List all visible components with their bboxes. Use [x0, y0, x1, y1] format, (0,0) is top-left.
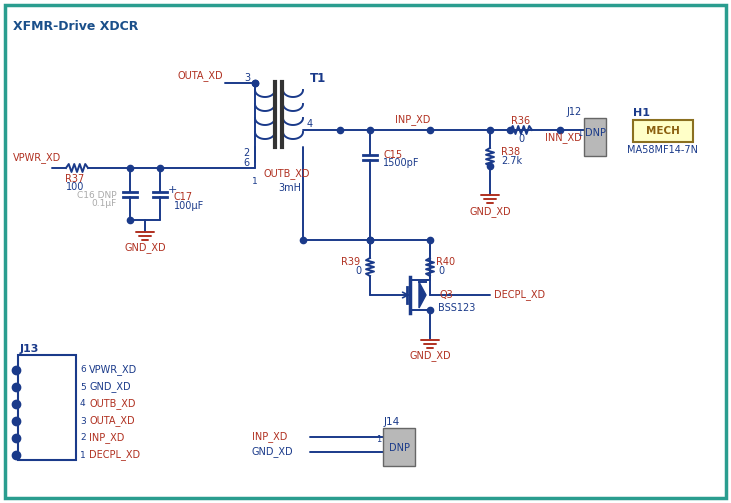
Text: 2: 2: [243, 148, 250, 158]
Text: DECPL_XD: DECPL_XD: [494, 290, 545, 300]
Text: OUTB_XD: OUTB_XD: [89, 398, 135, 409]
Text: GND_XD: GND_XD: [409, 351, 451, 362]
Text: 0.1µF: 0.1µF: [92, 200, 117, 209]
Text: 1: 1: [252, 177, 258, 186]
Text: R37: R37: [65, 174, 85, 184]
Text: INP_XD: INP_XD: [395, 115, 431, 125]
Text: 6: 6: [244, 158, 250, 168]
Text: 0: 0: [518, 134, 524, 144]
Text: 1500pF: 1500pF: [383, 158, 420, 168]
Text: GND_XD: GND_XD: [252, 447, 294, 457]
Text: DNP: DNP: [388, 443, 409, 453]
Text: 0: 0: [356, 266, 362, 276]
Text: 3: 3: [244, 73, 250, 83]
Text: 6: 6: [80, 366, 86, 375]
Text: GND_XD: GND_XD: [124, 242, 166, 254]
Bar: [633, 120, 693, 142]
Text: R39: R39: [341, 257, 360, 267]
Bar: [18, 355, 76, 460]
Text: R36: R36: [512, 116, 531, 126]
Text: R38: R38: [501, 147, 520, 157]
Text: 4: 4: [307, 119, 313, 129]
Text: 5: 5: [80, 382, 86, 391]
Text: OUTB_XD: OUTB_XD: [263, 169, 309, 180]
Text: MECH: MECH: [646, 126, 680, 136]
Text: 100: 100: [66, 182, 84, 192]
Text: 0: 0: [438, 266, 444, 276]
Text: 2.7k: 2.7k: [501, 156, 522, 166]
Text: J12: J12: [567, 107, 582, 117]
Text: GND_XD: GND_XD: [469, 207, 511, 217]
Text: 3mH: 3mH: [278, 183, 301, 193]
Text: MA58MF14-7N: MA58MF14-7N: [627, 145, 699, 155]
Text: DNP: DNP: [585, 128, 605, 138]
Text: 4: 4: [80, 399, 86, 408]
Text: C16 DNP: C16 DNP: [77, 191, 117, 200]
Text: H1: H1: [633, 108, 650, 118]
Text: 100µF: 100µF: [174, 201, 204, 211]
Text: 1: 1: [80, 451, 86, 460]
Polygon shape: [419, 282, 426, 308]
Text: R40: R40: [436, 257, 455, 267]
Text: 1: 1: [376, 436, 381, 445]
Text: GND_XD: GND_XD: [89, 382, 131, 392]
Text: 1: 1: [577, 128, 582, 137]
Text: T1: T1: [310, 71, 326, 85]
Bar: [584, 118, 606, 156]
Bar: [383, 428, 415, 466]
Text: 3: 3: [80, 416, 86, 426]
Text: +: +: [167, 185, 177, 195]
Text: Q3: Q3: [440, 290, 454, 300]
Text: J14: J14: [384, 417, 401, 427]
Text: INP_XD: INP_XD: [89, 433, 124, 444]
Text: BSS123: BSS123: [438, 303, 475, 313]
Text: INP_XD: INP_XD: [252, 432, 287, 443]
Text: XFMR-Drive XDCR: XFMR-Drive XDCR: [13, 20, 138, 33]
Text: VPWR_XD: VPWR_XD: [13, 152, 61, 163]
Text: C15: C15: [383, 150, 402, 160]
Text: C17: C17: [174, 192, 193, 202]
Text: INN_XD: INN_XD: [545, 133, 582, 143]
Text: DECPL_XD: DECPL_XD: [89, 450, 140, 460]
Text: J13: J13: [20, 344, 39, 354]
Text: OUTA_XD: OUTA_XD: [89, 415, 135, 427]
Text: 2: 2: [80, 434, 86, 443]
Text: VPWR_XD: VPWR_XD: [89, 365, 137, 375]
Text: OUTA_XD: OUTA_XD: [178, 70, 224, 81]
